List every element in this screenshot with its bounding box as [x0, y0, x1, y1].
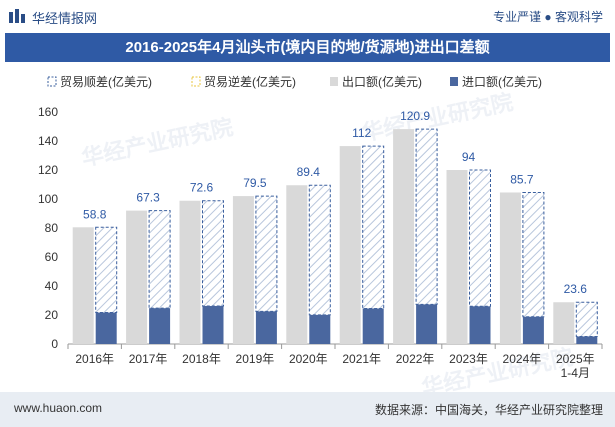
import-bar: [522, 316, 544, 344]
y-tick-label: 160: [38, 105, 58, 119]
logo-icon: [9, 9, 25, 23]
x-tick-label: 2020年: [289, 352, 328, 366]
surplus-bar: [575, 301, 598, 337]
surplus-value-label: 85.7: [510, 172, 534, 186]
x-axis: 2016年 2017年 2018年 2019年 2020年 2021年 2022年 2023年…: [67, 344, 603, 380]
export-bar: [286, 185, 308, 344]
export-bar: [179, 200, 201, 344]
x-tick-label: 2016年: [75, 352, 114, 366]
y-tick-label: 120: [38, 163, 58, 177]
x-tick-label: 2018年: [182, 352, 221, 366]
chart-title: 2016-2025年4月汕头市(境内目的地/货源地)进出口差额: [125, 39, 490, 56]
y-tick-label: 0: [51, 337, 58, 351]
brand-name: 华经情报网: [32, 11, 98, 26]
data-labels: 58.8 67.3 72.6 79.5 89.4 112 120.9 94 85.7 23.6: [83, 109, 587, 296]
y-tick-label: 60: [45, 250, 59, 264]
export-bar: [126, 210, 148, 344]
surplus-bar: [202, 200, 224, 307]
export-bar: [232, 196, 254, 344]
import-bar: [202, 306, 224, 344]
x-tick-label: 2019年: [236, 352, 275, 366]
surplus-value-label: 89.4: [297, 165, 321, 179]
legend-label: 贸易逆差(亿美元): [204, 74, 296, 89]
import-bar: [149, 308, 171, 344]
bars: [72, 128, 598, 344]
surplus-bar: [148, 210, 171, 309]
legend: 贸易顺差(亿美元) 贸易逆差(亿美元) 出口额(亿美元) 进口额(亿美元): [47, 74, 542, 89]
legend-swatch: [47, 76, 57, 87]
chart: 贸易顺差(亿美元) 贸易逆差(亿美元) 出口额(亿美元) 进口额(亿美元) 0 20 40…: [38, 74, 603, 380]
surplus-value-label: 79.5: [243, 176, 267, 190]
export-bar: [446, 170, 468, 344]
surplus-value-label: 112: [352, 126, 371, 140]
top-bar: 华经情报网 专业严谨 ● 客观科学: [0, 0, 615, 32]
export-bar: [72, 227, 94, 344]
import-bar: [469, 306, 491, 344]
import-bar: [255, 311, 277, 344]
y-tick-label: 100: [38, 192, 58, 206]
slogan: 专业严谨 ● 客观科学: [493, 10, 603, 24]
import-bar: [416, 304, 438, 344]
surplus-bar: [362, 145, 385, 309]
y-tick-label: 20: [45, 308, 59, 322]
surplus-value-label: 94: [462, 150, 476, 164]
import-bar: [576, 336, 598, 344]
legend-label: 进口额(亿美元): [462, 74, 542, 89]
surplus-value-label: 120.9: [400, 109, 430, 123]
y-tick-label: 140: [38, 134, 58, 148]
export-bar: [393, 129, 415, 344]
footer: www.huaon.com 数据来源：中国海关，华经产业研究院整理: [0, 392, 615, 427]
surplus-value-label: 58.8: [83, 207, 107, 221]
x-tick-label: 2021年: [342, 352, 381, 366]
title-bar: 2016-2025年4月汕头市(境内目的地/货源地)进出口差额: [5, 33, 610, 62]
legend-swatch: [330, 77, 338, 86]
data-source: 数据来源：中国海关，华经产业研究院整理: [374, 403, 603, 417]
surplus-bar: [415, 128, 438, 305]
surplus-bar: [522, 191, 545, 318]
x-tick-label: 2017年: [129, 352, 168, 366]
x-tick-label: 2022年: [396, 352, 435, 366]
surplus-value-label: 23.6: [564, 282, 588, 296]
y-tick-label: 80: [45, 221, 59, 235]
legend-label: 贸易顺差(亿美元): [60, 74, 152, 89]
surplus-value-label: 72.6: [190, 181, 214, 195]
import-bar: [309, 314, 331, 344]
export-bar: [339, 146, 361, 344]
surplus-bar: [469, 169, 491, 307]
legend-label: 出口额(亿美元): [342, 74, 422, 89]
x-tick-label: 2024年: [503, 352, 542, 366]
website-link[interactable]: www.huaon.com: [14, 401, 103, 415]
surplus-bar: [255, 195, 278, 312]
import-bar: [95, 312, 117, 344]
legend-swatch: [450, 77, 458, 86]
surplus-bar: [95, 226, 118, 314]
export-bar: [499, 192, 521, 344]
x-tick-label: 2023年: [449, 352, 488, 366]
x-tick-label: 2025年: [556, 352, 595, 366]
export-bar: [553, 302, 575, 344]
legend-swatch: [191, 76, 201, 87]
surplus-bar: [308, 184, 331, 316]
x-tick-label: 1-4月: [561, 366, 590, 380]
surplus-value-label: 67.3: [136, 191, 160, 205]
import-bar: [362, 308, 384, 344]
y-tick-label: 40: [45, 279, 59, 293]
